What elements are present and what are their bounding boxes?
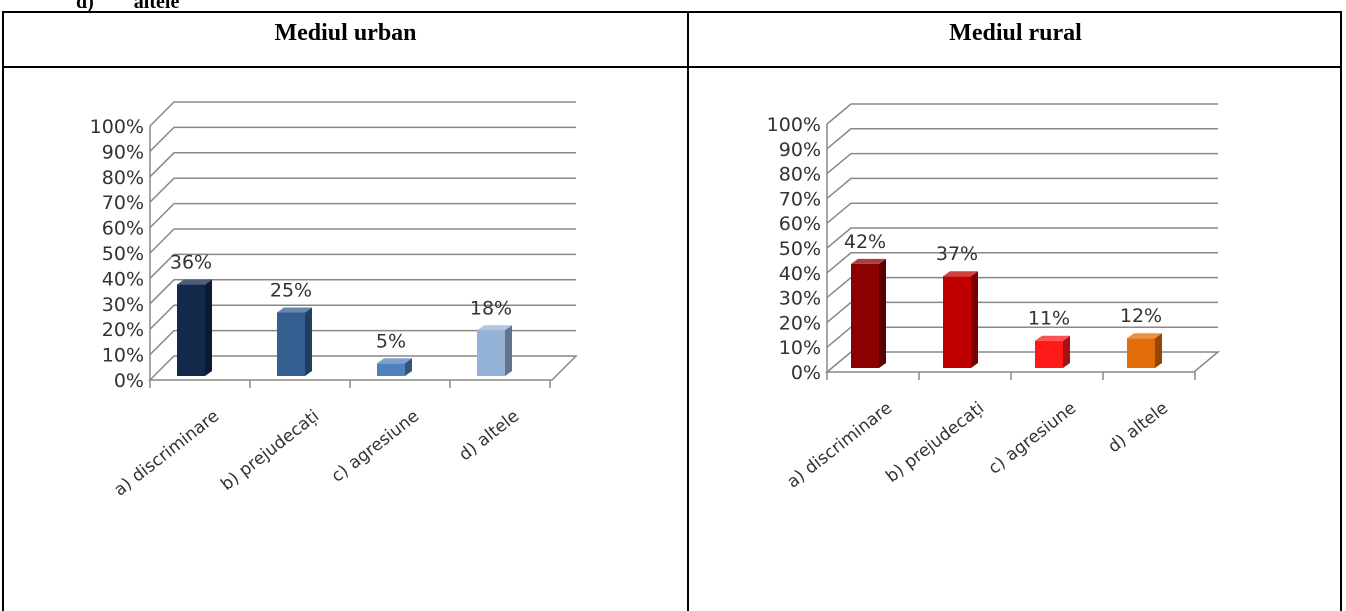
y-tick-label: 20% (102, 319, 144, 341)
bar-top (277, 307, 312, 313)
gridline (826, 152, 1218, 175)
data-label: 36% (170, 252, 212, 274)
y-tick-label: 10% (779, 337, 821, 359)
gridline (826, 227, 1218, 249)
bar-top (177, 279, 212, 285)
gridline (149, 202, 576, 229)
bar-top (943, 271, 978, 277)
header-rural: Mediul rural (949, 20, 1082, 46)
bar-side (305, 307, 312, 376)
bar-top (377, 358, 412, 364)
bar-front (851, 263, 879, 368)
gridline (149, 253, 576, 279)
y-tick-label: 40% (779, 263, 821, 285)
chart-urban: 0%10%20%30%40%50%60%70%80%90%100%36%a) d… (90, 101, 578, 500)
gridline (149, 101, 576, 127)
truncated-option-line: d) altele (76, 0, 179, 14)
bar-3 (1035, 335, 1070, 368)
bar-side (1063, 335, 1070, 368)
y-tick-label: 40% (102, 268, 144, 290)
bar-top (477, 325, 512, 331)
bar-front (1127, 338, 1155, 368)
x-tick-label: a) discriminare (783, 398, 896, 492)
gridline (826, 128, 1218, 150)
gridline (826, 177, 1218, 199)
bar-2 (943, 271, 978, 368)
y-tick-label: 100% (767, 114, 821, 136)
bar-side (405, 358, 412, 376)
y-tick-label: 80% (102, 167, 144, 189)
truncated-option-text: altele (133, 0, 180, 13)
header-urban: Mediul urban (274, 20, 417, 46)
gridline (826, 103, 1218, 125)
y-tick-label: 20% (779, 312, 821, 334)
chart-floor (824, 351, 1221, 373)
gridline (826, 202, 1218, 224)
data-label: 18% (470, 297, 512, 319)
gridline (149, 177, 576, 203)
y-tick-label: 90% (102, 141, 144, 163)
y-tick-label: 0% (114, 370, 144, 392)
gridline (149, 329, 576, 356)
y-tick-label: 60% (102, 218, 144, 240)
truncated-option-letter: d) (76, 0, 94, 13)
y-tick-label: 30% (102, 294, 144, 316)
gridline (826, 252, 1218, 274)
bar-1 (177, 279, 212, 376)
y-tick-label: 80% (779, 164, 821, 186)
data-label: 12% (1120, 305, 1162, 327)
y-tick-label: 60% (779, 213, 821, 235)
data-label: 25% (270, 280, 312, 302)
bar-3 (377, 358, 412, 376)
x-tick-label: d) altele (1104, 398, 1172, 457)
data-label: 42% (844, 231, 886, 253)
gridline (149, 228, 576, 254)
bar-front (943, 276, 971, 368)
bar-front (1035, 340, 1063, 368)
table-header-divider (4, 66, 1340, 68)
bar-side (971, 271, 978, 368)
y-tick-label: 90% (779, 139, 821, 161)
x-tick-label: c) agresiune (985, 398, 1080, 479)
bar-top (1127, 333, 1162, 339)
bar-front (477, 330, 505, 376)
bar-front (177, 284, 205, 376)
bar-1 (851, 258, 886, 368)
bar-side (1155, 333, 1162, 368)
y-tick-label: 50% (779, 238, 821, 260)
x-tick-label: b) prejudecați (882, 398, 988, 487)
bar-side (879, 258, 886, 368)
bar-front (377, 363, 405, 376)
bar-2 (277, 307, 312, 376)
data-label: 37% (936, 243, 978, 265)
data-label: 11% (1028, 308, 1070, 330)
bar-top (851, 258, 886, 264)
gridline (149, 304, 576, 330)
gridline (149, 126, 576, 152)
bar-top (1035, 335, 1070, 341)
y-tick-label: 10% (102, 345, 144, 367)
bar-front (277, 312, 305, 376)
bar-side (205, 279, 212, 376)
bar-4 (477, 325, 512, 376)
table-column-divider (687, 13, 689, 611)
gridline (149, 279, 576, 305)
bar-4 (1127, 333, 1162, 368)
y-tick-label: 30% (779, 288, 821, 310)
y-tick-label: 0% (791, 362, 821, 384)
data-label: 5% (376, 330, 406, 352)
y-tick-label: 50% (102, 243, 144, 265)
y-tick-label: 70% (779, 188, 821, 210)
y-tick-label: 100% (90, 116, 144, 138)
bar-side (505, 325, 512, 376)
chart-floor (148, 355, 578, 381)
gridline (149, 152, 576, 178)
comparison-table: Mediul urban Mediul rural (2, 11, 1342, 611)
y-tick-label: 70% (102, 192, 144, 214)
